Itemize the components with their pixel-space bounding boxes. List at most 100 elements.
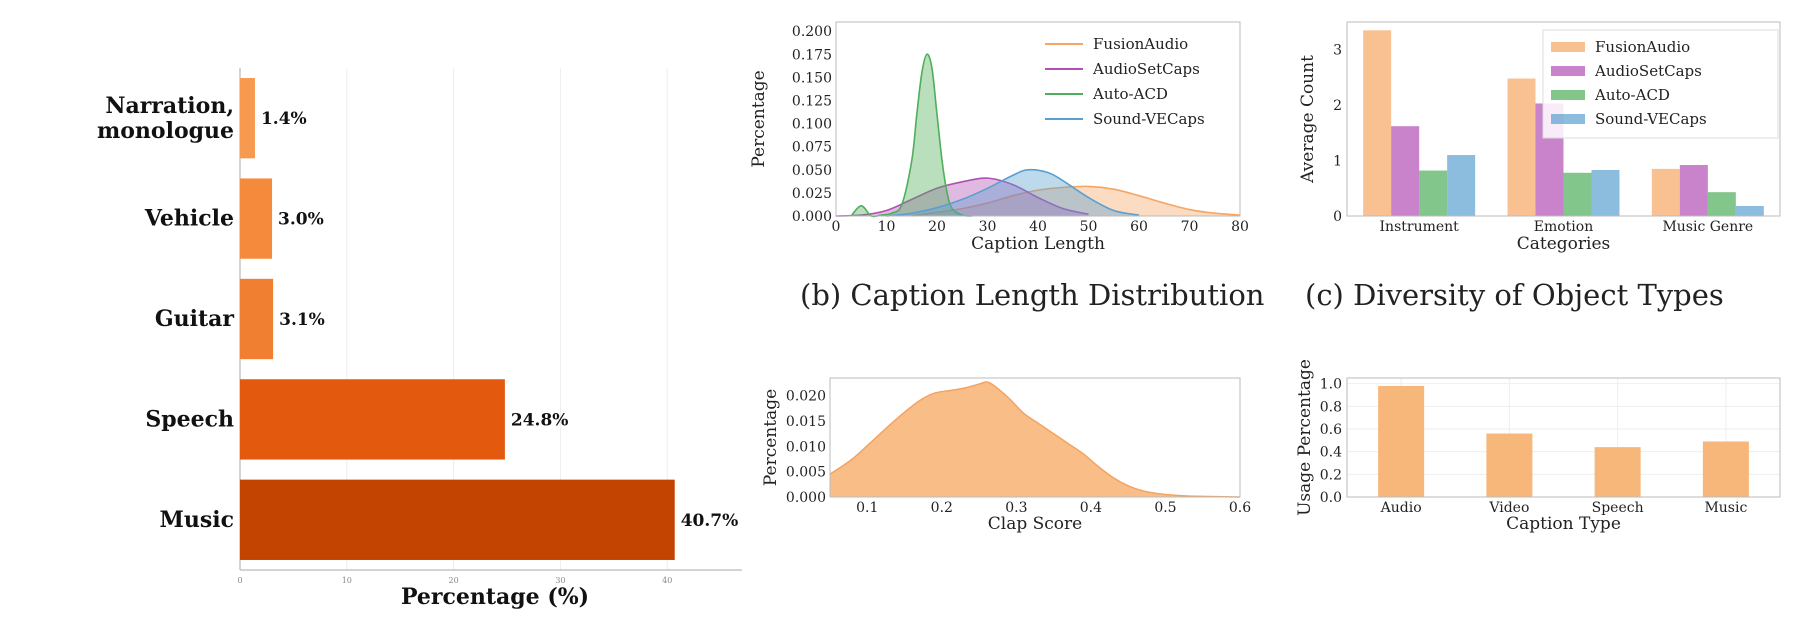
x-tick-label-2: 0.3 bbox=[1005, 500, 1027, 516]
x-tick-label-0: 0 bbox=[832, 219, 841, 235]
x-tick-label-4: 40 bbox=[662, 576, 672, 585]
series-line-3 bbox=[886, 168, 1140, 217]
plot-frame bbox=[1346, 377, 1781, 498]
data-label-4: 40.7% bbox=[681, 511, 739, 531]
plot-frame bbox=[835, 21, 1241, 217]
x-axis-label: Caption Length bbox=[971, 234, 1105, 254]
bar-1 bbox=[1486, 433, 1533, 497]
data-label-2: 3.1% bbox=[279, 310, 325, 330]
bar-2-3 bbox=[1735, 206, 1764, 216]
x-tick-label-3: Music bbox=[1704, 500, 1747, 516]
bar-0-1 bbox=[1391, 126, 1420, 216]
legend-label-0: FusionAudio bbox=[1595, 38, 1690, 56]
bar-0 bbox=[240, 78, 255, 159]
x-axis-label: Categories bbox=[1517, 234, 1611, 254]
y-tick-label-2: 2 bbox=[1333, 98, 1342, 114]
legend-swatch-2 bbox=[1551, 90, 1585, 100]
y-tick-label-4: 0.100 bbox=[792, 117, 832, 133]
legend-label-2: Auto-ACD bbox=[1594, 86, 1670, 104]
y-tick-label-1: 0.2 bbox=[1320, 467, 1342, 483]
data-label-1: 3.0% bbox=[278, 210, 324, 230]
y-tick-label-0: 0.0 bbox=[1320, 490, 1342, 506]
x-axis-label: Percentage (%) bbox=[401, 584, 589, 610]
chart-a-category-percentage: 0 10 20 30 40 1.4% Narration, monologue 3.0% Vehi… bbox=[97, 68, 742, 610]
x-tick-label-7: 70 bbox=[1181, 219, 1199, 235]
x-tick-label-1: 10 bbox=[878, 219, 896, 235]
y-tick-label-1: 1 bbox=[1333, 154, 1342, 170]
legend-swatch-1 bbox=[1551, 66, 1585, 76]
x-tick-label-4: 40 bbox=[1029, 219, 1047, 235]
y-tick-label-2: 0.050 bbox=[792, 163, 832, 179]
chart-e-caption-type-usage: Audio Video Speech Music 0.0 0.2 0.4 0.6 0.8 1.0 C… bbox=[1295, 360, 1781, 534]
y-tick-label-5: 1.0 bbox=[1320, 377, 1342, 393]
legend-swatch-3 bbox=[1551, 114, 1585, 124]
x-tick-label-5: 0.6 bbox=[1229, 500, 1251, 516]
x-tick-label-3: 30 bbox=[555, 576, 565, 585]
y-tick-label-6: 0.150 bbox=[792, 70, 832, 86]
chart-c-object-types: Instrument Emotion Music Genre 0 1 2 3 Categori… bbox=[1298, 21, 1781, 254]
bar-0-2 bbox=[1419, 170, 1448, 216]
category-label-0: Narration, monologue bbox=[97, 93, 234, 144]
y-tick-label-1: 0.025 bbox=[792, 186, 832, 202]
legend-label-0: FusionAudio bbox=[1093, 35, 1188, 53]
x-tick-label-1: 0.2 bbox=[931, 500, 953, 516]
y-tick-label-5: 0.125 bbox=[792, 94, 832, 110]
y-axis-label: Average Count bbox=[1298, 55, 1318, 184]
caption-c: (c) Diversity of Object Types bbox=[1305, 278, 1724, 312]
chart-d-clap-score: 0.1 0.2 0.3 0.4 0.5 0.6 0.000 0.005 0.010 0.015 0.… bbox=[761, 377, 1251, 534]
bar-2-1 bbox=[1679, 165, 1708, 216]
y-tick-label-1: 0.005 bbox=[786, 465, 826, 481]
x-tick-label-0: Audio bbox=[1380, 500, 1422, 516]
category-label-4: Music bbox=[160, 507, 235, 533]
y-axis-label: Percentage bbox=[761, 389, 781, 486]
density-area bbox=[830, 382, 1240, 497]
x-tick-label-2: Speech bbox=[1592, 500, 1644, 516]
y-tick-label-2: 0.010 bbox=[786, 439, 826, 455]
bar-1 bbox=[240, 178, 273, 259]
legend-label-1: AudioSetCaps bbox=[1594, 62, 1702, 80]
legend-swatch-0 bbox=[1551, 42, 1585, 52]
y-tick-label-4: 0.020 bbox=[786, 389, 826, 405]
legend-label-3: Sound-VECaps bbox=[1595, 110, 1707, 128]
category-label-1: Vehicle bbox=[144, 206, 234, 232]
bar-0 bbox=[1378, 385, 1425, 497]
bar-1-0 bbox=[1507, 78, 1536, 216]
x-tick-label-0: Instrument bbox=[1380, 219, 1460, 235]
bar-1-3 bbox=[1591, 169, 1620, 216]
series-line-1 bbox=[835, 177, 1089, 217]
data-label-3: 24.8% bbox=[511, 410, 569, 430]
bar-3 bbox=[1702, 441, 1749, 497]
x-tick-label-0: 0.1 bbox=[856, 500, 878, 516]
y-tick-label-0: 0 bbox=[1333, 209, 1342, 225]
category-label-3: Speech bbox=[145, 406, 234, 432]
x-tick-label-6: 60 bbox=[1130, 219, 1148, 235]
plot-frame bbox=[1346, 21, 1781, 217]
bar-2 bbox=[1594, 447, 1641, 497]
x-axis-label: Clap Score bbox=[988, 514, 1082, 534]
x-axis-label: Caption Type bbox=[1506, 514, 1621, 534]
y-tick-label-7: 0.175 bbox=[792, 47, 832, 63]
bar-1-2 bbox=[1563, 172, 1592, 216]
y-tick-label-3: 0.075 bbox=[792, 140, 832, 156]
x-tick-label-1: 10 bbox=[342, 576, 352, 585]
plot-frame bbox=[829, 377, 1241, 498]
y-tick-label-3: 0.6 bbox=[1320, 422, 1342, 438]
x-tick-label-1: Video bbox=[1488, 500, 1529, 516]
y-tick-label-2: 0.4 bbox=[1320, 445, 1342, 461]
x-tick-label-1: Emotion bbox=[1534, 219, 1593, 235]
category-label-2: Guitar bbox=[155, 306, 235, 332]
legend-label-3: Sound-VECaps bbox=[1093, 110, 1205, 128]
x-tick-label-4: 0.5 bbox=[1154, 500, 1176, 516]
bar-3 bbox=[240, 379, 505, 460]
series-area-2 bbox=[851, 54, 973, 217]
y-tick-label-4: 0.8 bbox=[1320, 399, 1342, 415]
x-tick-label-2: Music Genre bbox=[1662, 219, 1753, 235]
density-line bbox=[829, 381, 1241, 498]
series-area-0 bbox=[911, 186, 1240, 216]
y-tick-label-0: 0.000 bbox=[786, 490, 826, 506]
series-area-1 bbox=[836, 178, 1089, 216]
bar-0-0 bbox=[1363, 30, 1392, 216]
x-tick-label-5: 50 bbox=[1080, 219, 1098, 235]
bar-4 bbox=[240, 479, 675, 560]
y-tick-label-0: 0.000 bbox=[792, 209, 832, 225]
